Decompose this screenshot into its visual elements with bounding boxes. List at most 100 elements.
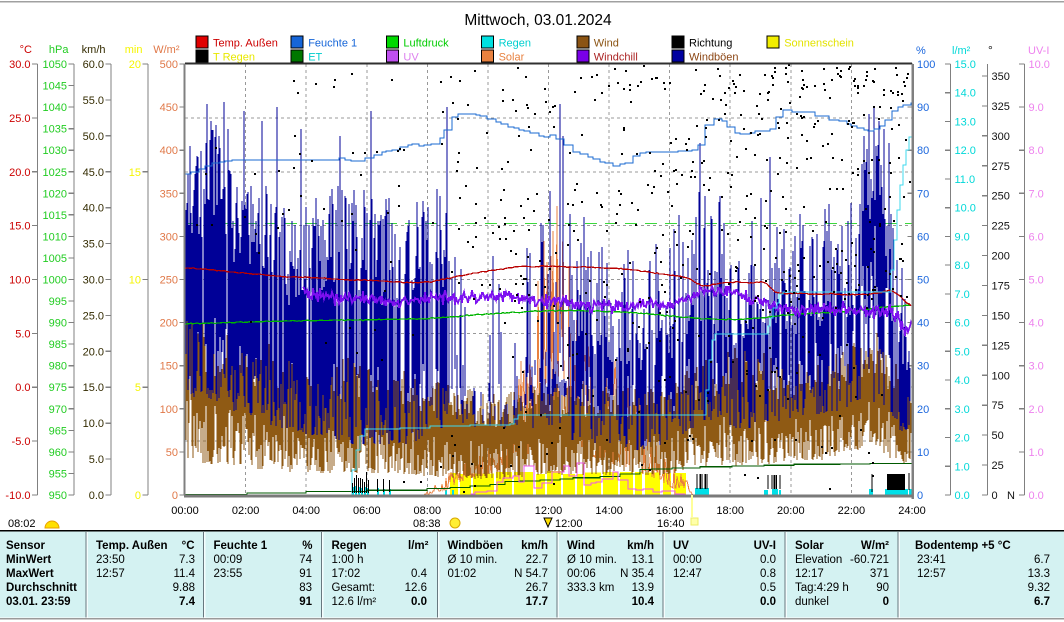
svg-text:Solar: Solar (795, 540, 824, 552)
svg-text:01:02: 01:02 (448, 568, 477, 580)
svg-text:55.0: 55.0 (83, 95, 104, 107)
svg-text:5.0: 5.0 (15, 328, 30, 340)
svg-text:MinWert: MinWert (6, 554, 51, 566)
svg-text:40: 40 (917, 318, 929, 330)
svg-text:25.0: 25.0 (9, 113, 30, 125)
svg-text:Feuchte 1: Feuchte 1 (308, 38, 357, 50)
svg-text:15: 15 (129, 167, 141, 179)
svg-text:20:00: 20:00 (777, 505, 805, 517)
svg-text:12:57: 12:57 (96, 568, 125, 580)
svg-text:12.0: 12.0 (955, 145, 976, 157)
svg-text:9.88: 9.88 (173, 582, 195, 594)
svg-text:10.0: 10.0 (9, 275, 30, 287)
svg-text:hPa: hPa (49, 44, 69, 56)
svg-text:1.0: 1.0 (955, 461, 970, 473)
svg-text:7.0: 7.0 (1029, 188, 1044, 200)
svg-text:km/h: km/h (521, 540, 548, 552)
svg-text:91: 91 (299, 596, 312, 608)
svg-text:24:00: 24:00 (898, 505, 926, 517)
svg-text:0.0: 0.0 (15, 382, 30, 394)
svg-text:74: 74 (299, 554, 312, 566)
svg-text:°C: °C (182, 540, 195, 552)
svg-text:Regen: Regen (332, 540, 367, 552)
svg-text:UV-I: UV-I (1028, 45, 1049, 57)
svg-text:25: 25 (992, 460, 1004, 472)
svg-text:Bodentemp +5 °C: Bodentemp +5 °C (915, 540, 1011, 552)
svg-text:Ø 10 min.: Ø 10 min. (567, 554, 617, 566)
svg-text:200: 200 (992, 251, 1010, 263)
svg-text:70: 70 (917, 188, 929, 200)
svg-text:30.0: 30.0 (9, 59, 30, 71)
svg-text:950: 950 (49, 490, 67, 502)
svg-text:Sensor: Sensor (6, 540, 46, 552)
svg-text:50.0: 50.0 (83, 131, 104, 143)
svg-text:450: 450 (160, 102, 178, 114)
svg-text:75: 75 (992, 400, 1004, 412)
svg-text:0: 0 (172, 490, 178, 502)
svg-text:11.4: 11.4 (173, 568, 195, 580)
svg-text:0.0: 0.0 (955, 490, 970, 502)
svg-text:N: N (1007, 490, 1015, 502)
svg-text:30.0: 30.0 (83, 275, 104, 287)
svg-text:W/m²: W/m² (861, 540, 889, 552)
svg-text:Temp. Außen: Temp. Außen (213, 38, 278, 50)
svg-text:0: 0 (992, 490, 998, 502)
svg-text:985: 985 (49, 339, 67, 351)
svg-text:Sonnenschein: Sonnenschein (784, 38, 854, 50)
svg-text:325: 325 (992, 101, 1010, 113)
svg-text:02:00: 02:00 (232, 505, 260, 517)
svg-text:16:40: 16:40 (657, 518, 685, 530)
svg-text:ET: ET (308, 52, 322, 64)
svg-text:T Regen: T Regen (213, 52, 255, 64)
svg-text:UV-I: UV-I (754, 540, 776, 552)
svg-text:350: 350 (160, 188, 178, 200)
svg-text:60.0: 60.0 (83, 59, 104, 71)
svg-text:10.4: 10.4 (632, 596, 655, 608)
svg-text:08:38: 08:38 (413, 518, 441, 530)
svg-text:1025: 1025 (43, 167, 67, 179)
svg-text:100: 100 (992, 370, 1010, 382)
svg-text:12:47: 12:47 (673, 568, 702, 580)
svg-text:23:55: 23:55 (214, 568, 243, 580)
svg-text:980: 980 (49, 361, 67, 373)
svg-text:20.0: 20.0 (83, 346, 104, 358)
svg-text:990: 990 (49, 318, 67, 330)
svg-text:17.7: 17.7 (526, 596, 548, 608)
svg-text:Gesamt:: Gesamt: (332, 582, 375, 594)
svg-text:13.1: 13.1 (632, 554, 654, 566)
svg-text:Tag:4:29 h: Tag:4:29 h (795, 582, 849, 594)
svg-text:50: 50 (992, 430, 1004, 442)
svg-text:25.0: 25.0 (83, 310, 104, 322)
svg-text:333.3 km: 333.3 km (567, 582, 614, 594)
svg-text:00:09: 00:09 (214, 554, 243, 566)
svg-text:14:00: 14:00 (595, 505, 623, 517)
svg-text:W/m²: W/m² (153, 44, 180, 56)
svg-text:Mittwoch, 03.01.2024: Mittwoch, 03.01.2024 (464, 12, 612, 29)
svg-text:10:00: 10:00 (474, 505, 502, 517)
svg-text:0: 0 (917, 490, 923, 502)
svg-text:350: 350 (992, 71, 1010, 83)
svg-text:15.0: 15.0 (9, 221, 30, 233)
svg-text:Luftdruck: Luftdruck (403, 38, 449, 50)
svg-text:100: 100 (917, 59, 935, 71)
svg-text:5.0: 5.0 (955, 346, 970, 358)
svg-text:150: 150 (992, 310, 1010, 322)
svg-text:1040: 1040 (43, 102, 67, 114)
svg-text:90: 90 (917, 102, 929, 114)
svg-text:23:41: 23:41 (917, 554, 946, 566)
svg-text:1:00 h: 1:00 h (332, 554, 364, 566)
svg-text:35.0: 35.0 (83, 239, 104, 251)
svg-text:9.32: 9.32 (1028, 582, 1050, 594)
svg-text:°C: °C (20, 44, 32, 56)
svg-text:22:00: 22:00 (838, 505, 866, 517)
svg-text:12.6 l/m²: 12.6 l/m² (332, 596, 377, 608)
svg-text:26.7: 26.7 (526, 582, 548, 594)
svg-text:0.0: 0.0 (411, 596, 427, 608)
svg-text:2.0: 2.0 (955, 433, 970, 445)
svg-text:975: 975 (49, 382, 67, 394)
svg-text:03.01. 23:59: 03.01. 23:59 (6, 596, 71, 608)
svg-text:Windböen: Windböen (689, 52, 739, 64)
svg-text:N 54.7: N 54.7 (514, 568, 548, 580)
svg-text:5.0: 5.0 (89, 454, 104, 466)
svg-text:8.0: 8.0 (1029, 145, 1044, 157)
